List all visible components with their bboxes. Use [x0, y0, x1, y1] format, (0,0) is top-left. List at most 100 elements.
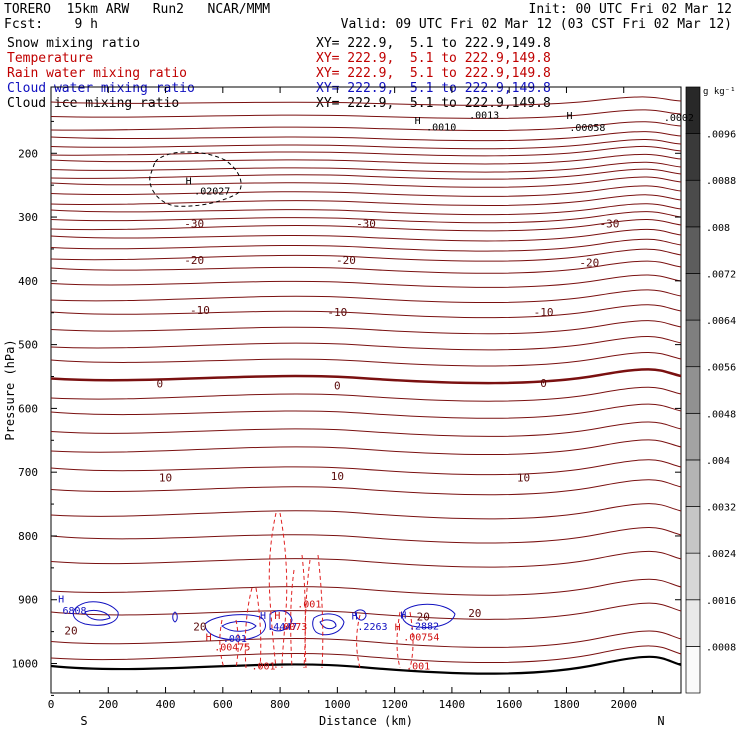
rain-isoline: [317, 554, 324, 669]
isotherm: [50, 274, 682, 288]
cloud-ice-label: H: [186, 177, 192, 188]
isotherm: [50, 479, 682, 496]
isotherm-label: 20: [417, 610, 430, 623]
y-tick-label: 800: [18, 530, 38, 543]
rain-water-label: .001: [406, 661, 430, 672]
isotherm: [50, 459, 682, 476]
isotherm-label: -10: [190, 304, 210, 317]
isotherm: [50, 578, 682, 596]
rain-isoline: [301, 554, 306, 669]
isotherm: [50, 289, 682, 304]
forecast-hour: Fcst: 9 h: [4, 17, 98, 32]
isotherm: [50, 153, 682, 165]
xy-range-cloud-ice: XY= 222.9, 5.1 to 222.9,149.8: [316, 96, 551, 111]
isotherm: [50, 439, 682, 456]
rain-isoline: [409, 611, 414, 669]
xy-range-cloud-water: XY= 222.9, 5.1 to 222.9,149.8: [316, 81, 551, 96]
cloud-water-isoline: [269, 610, 293, 632]
valid-time: Valid: 09 UTC Fri 02 Mar 12 (03 CST Fri …: [340, 17, 732, 32]
isotherm: [50, 96, 682, 106]
y-tick-label: 600: [18, 402, 38, 415]
cloud-water-label: H: [400, 610, 406, 621]
y-tick-label: 900: [18, 594, 38, 607]
rain-water-label: H: [206, 633, 212, 644]
colorbar-label: .0096: [706, 130, 736, 141]
rain-water-label: .0073: [277, 622, 307, 633]
cloud-water-label: H: [352, 612, 358, 623]
cloud-water-label: .2882: [409, 621, 439, 632]
colorbar-swatch: [685, 412, 701, 461]
isotherm: [50, 176, 682, 188]
rain-isoline: [290, 569, 295, 669]
field-label-rain: Rain water mixing ratio: [7, 66, 188, 81]
colorbar-swatch: [685, 599, 701, 647]
isotherm: [50, 550, 682, 568]
isotherm-label: 20: [193, 621, 206, 634]
axes: 0 200 400 600 800 1000 1200 1400 1600 1800 2000200…: [3, 87, 681, 728]
colorbar-swatch: [685, 646, 701, 694]
isotherm-label: -30: [184, 217, 204, 230]
colorbar-label: .0024: [706, 549, 736, 560]
cloud-water-label: .001: [223, 634, 247, 645]
isotherm-label: -30: [356, 217, 376, 230]
field-label-cloud-water: Cloud water mixing ratio: [7, 81, 195, 96]
isotherm-label: -30: [599, 217, 619, 230]
colorbar-unit: g kg⁻¹: [703, 87, 736, 97]
rain-isoline: [304, 559, 311, 669]
isotherm: [50, 228, 682, 242]
rain-water-label: H: [274, 611, 280, 622]
cloud-water-isoline: [172, 611, 178, 623]
isotherm-label: 10: [331, 470, 344, 483]
contour-labels: -30 -30 -30 -20 -20 -20 -10 -10 -10 0 0 0 10 10 10 20 20…: [58, 110, 694, 672]
isotherm: [50, 131, 682, 142]
isotherm: [50, 320, 682, 335]
x-end-label-north: N: [657, 714, 664, 728]
y-tick-label: 1000: [12, 658, 39, 671]
cloud-water-contours: [72, 601, 456, 641]
rain-isoline: [279, 512, 288, 669]
isotherm-label: -20: [336, 254, 356, 267]
rain-water-label: H: [395, 623, 401, 634]
x-tick-label: 2000: [610, 698, 637, 711]
colorbar-swatch: [685, 226, 701, 274]
isotherm-label: 20: [468, 607, 481, 620]
cloud-water-label: .2263: [357, 622, 387, 633]
rain-water-label: .00754: [403, 633, 439, 644]
isotherm: [50, 139, 682, 150]
cloud-ice-label: .0002: [664, 113, 694, 124]
run-title: TORERO 15km ARW Run2 NCAR/MMM: [4, 2, 271, 17]
cloud-water-isoline: [72, 601, 119, 626]
colorbar-swatch: [685, 86, 701, 134]
colorbar-swatch: [685, 552, 701, 601]
rain-isoline: [235, 619, 239, 669]
colorbar-swatch: [685, 133, 701, 181]
isotherm: [50, 368, 682, 385]
rain-water-contours: [219, 512, 414, 669]
x-tick-label: 0: [48, 698, 55, 711]
isotherm: [50, 121, 682, 132]
init-time: Init: 00 UTC Fri 02 Mar 12: [528, 2, 733, 17]
cloud-ice-label: .0013: [469, 110, 499, 121]
cloud-ice-contour: [149, 151, 242, 207]
colorbar-label: .0056: [706, 363, 736, 374]
y-tick-label: 500: [18, 339, 38, 352]
cloud-water-isoline: [319, 619, 337, 630]
temperature-contours: [50, 96, 682, 675]
y-tick-label: 400: [18, 275, 38, 288]
x-tick-label: 800: [270, 698, 290, 711]
isotherm-label: 0: [334, 379, 341, 392]
xy-range-snow: XY= 222.9, 5.1 to 222.9,149.8: [316, 36, 551, 51]
isotherm: [50, 655, 682, 675]
isotherm: [50, 645, 682, 664]
field-label-cloud-ice: Cloud ice mixing ratio: [7, 96, 180, 111]
colorbar-label: .0088: [706, 176, 736, 187]
cloud-water-isoline: [204, 614, 266, 641]
isotherm: [50, 219, 682, 232]
colorbar-swatch: [685, 506, 701, 554]
cloud-ice-label: .00058: [569, 123, 605, 134]
isotherm-label: 10: [159, 471, 172, 484]
isotherm-label: -20: [579, 256, 599, 269]
colorbar-label: .008: [706, 223, 730, 234]
cloud-water-label: .4447: [267, 622, 297, 633]
x-tick-label: 400: [156, 698, 176, 711]
